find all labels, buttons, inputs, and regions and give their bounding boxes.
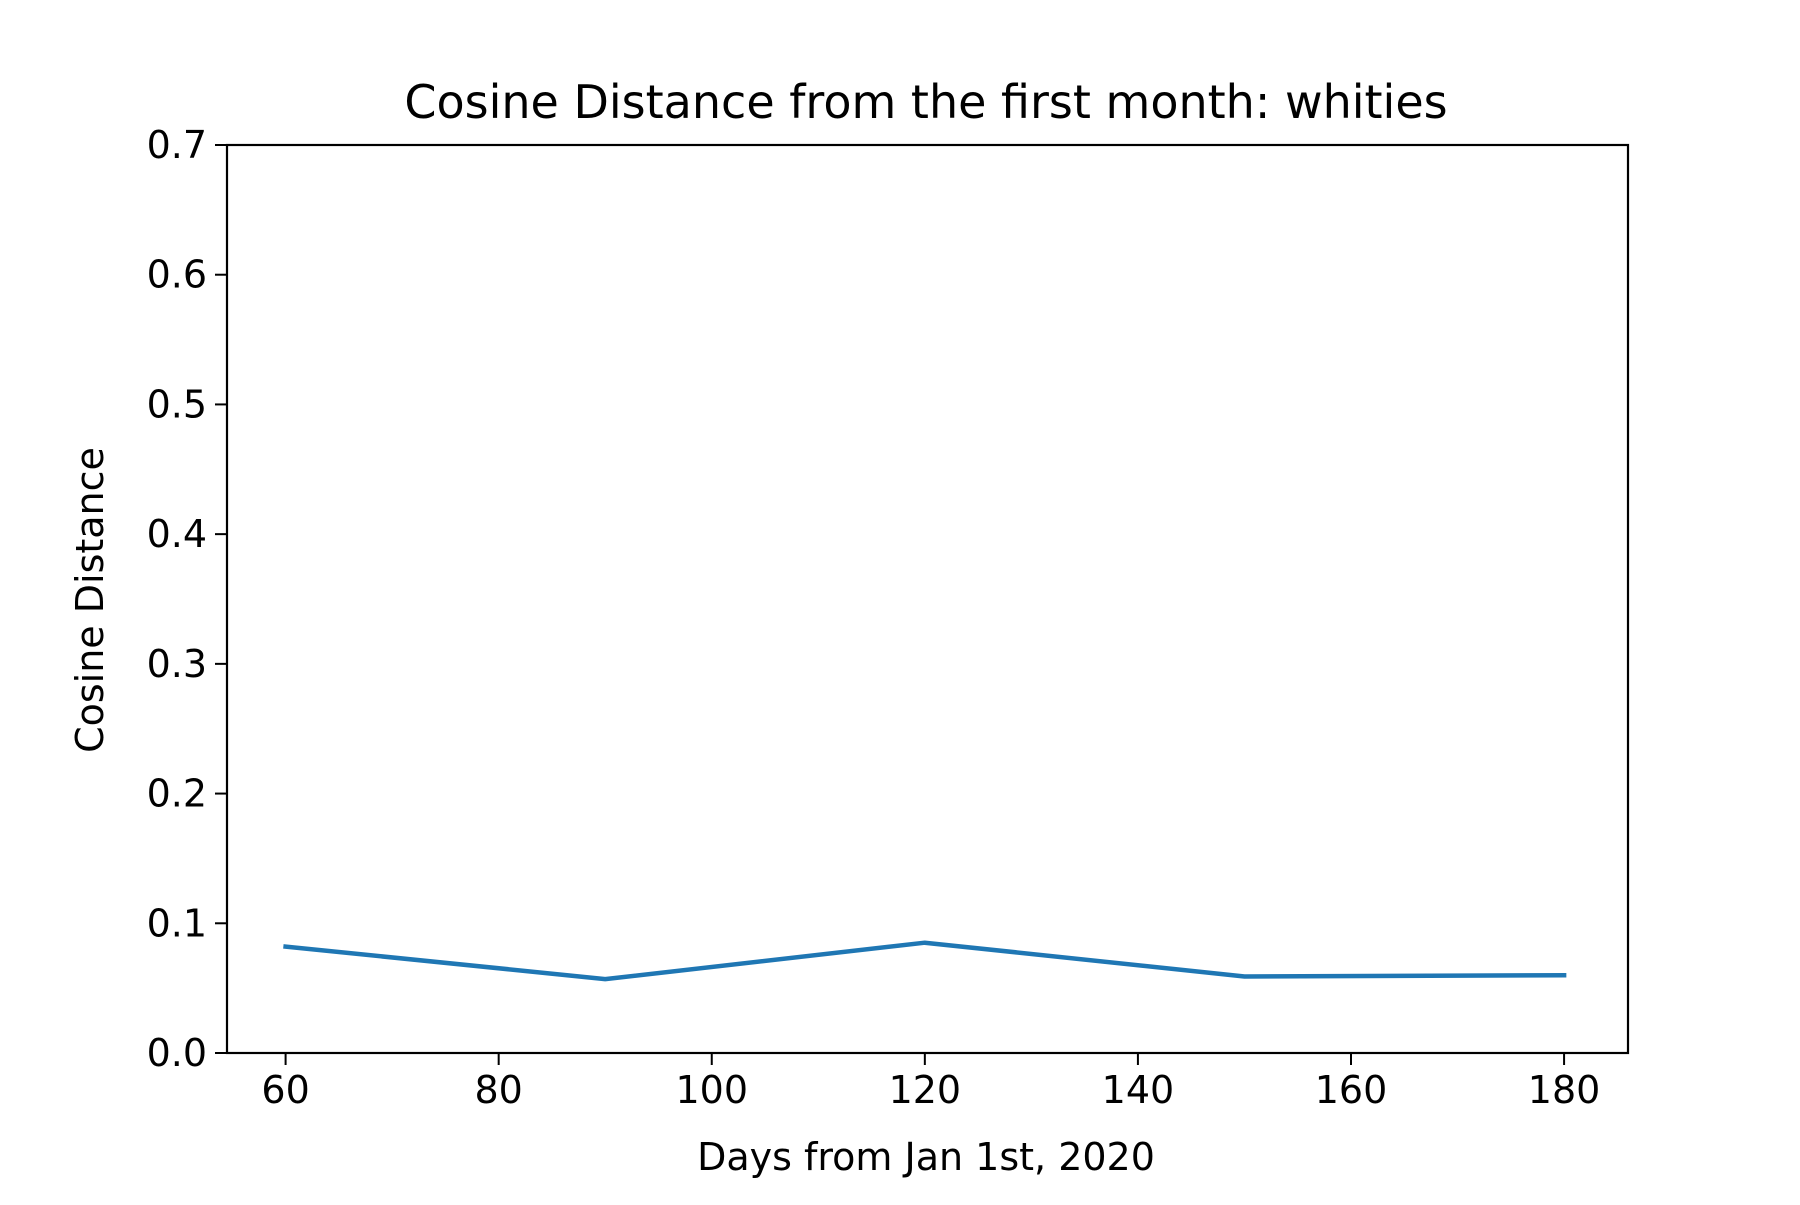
x-tick-label: 100 bbox=[675, 1068, 748, 1112]
x-axis-label: Days from Jan 1st, 2020 bbox=[697, 1135, 1155, 1179]
y-tick-label: 0.4 bbox=[147, 512, 207, 556]
x-tick-label: 60 bbox=[261, 1068, 309, 1112]
y-tick-label: 0.7 bbox=[147, 123, 207, 167]
x-tick-label: 80 bbox=[474, 1068, 522, 1112]
y-tick-label: 0.6 bbox=[147, 253, 207, 297]
x-tick-label: 120 bbox=[889, 1068, 962, 1112]
y-tick-label: 0.0 bbox=[147, 1031, 207, 1075]
y-tick-label: 0.2 bbox=[147, 772, 207, 816]
chart-title: Cosine Distance from the first month: wh… bbox=[404, 75, 1447, 129]
y-axis-label: Cosine Distance bbox=[68, 447, 112, 753]
y-tick-label: 0.1 bbox=[147, 901, 207, 945]
x-tick-label: 160 bbox=[1315, 1068, 1388, 1112]
x-tick-label: 140 bbox=[1102, 1068, 1175, 1112]
y-tick-label: 0.5 bbox=[147, 382, 207, 426]
plot-frame bbox=[227, 145, 1628, 1053]
x-tick-label: 180 bbox=[1528, 1068, 1601, 1112]
y-tick-label: 0.3 bbox=[147, 642, 207, 686]
series-line bbox=[286, 943, 1565, 979]
